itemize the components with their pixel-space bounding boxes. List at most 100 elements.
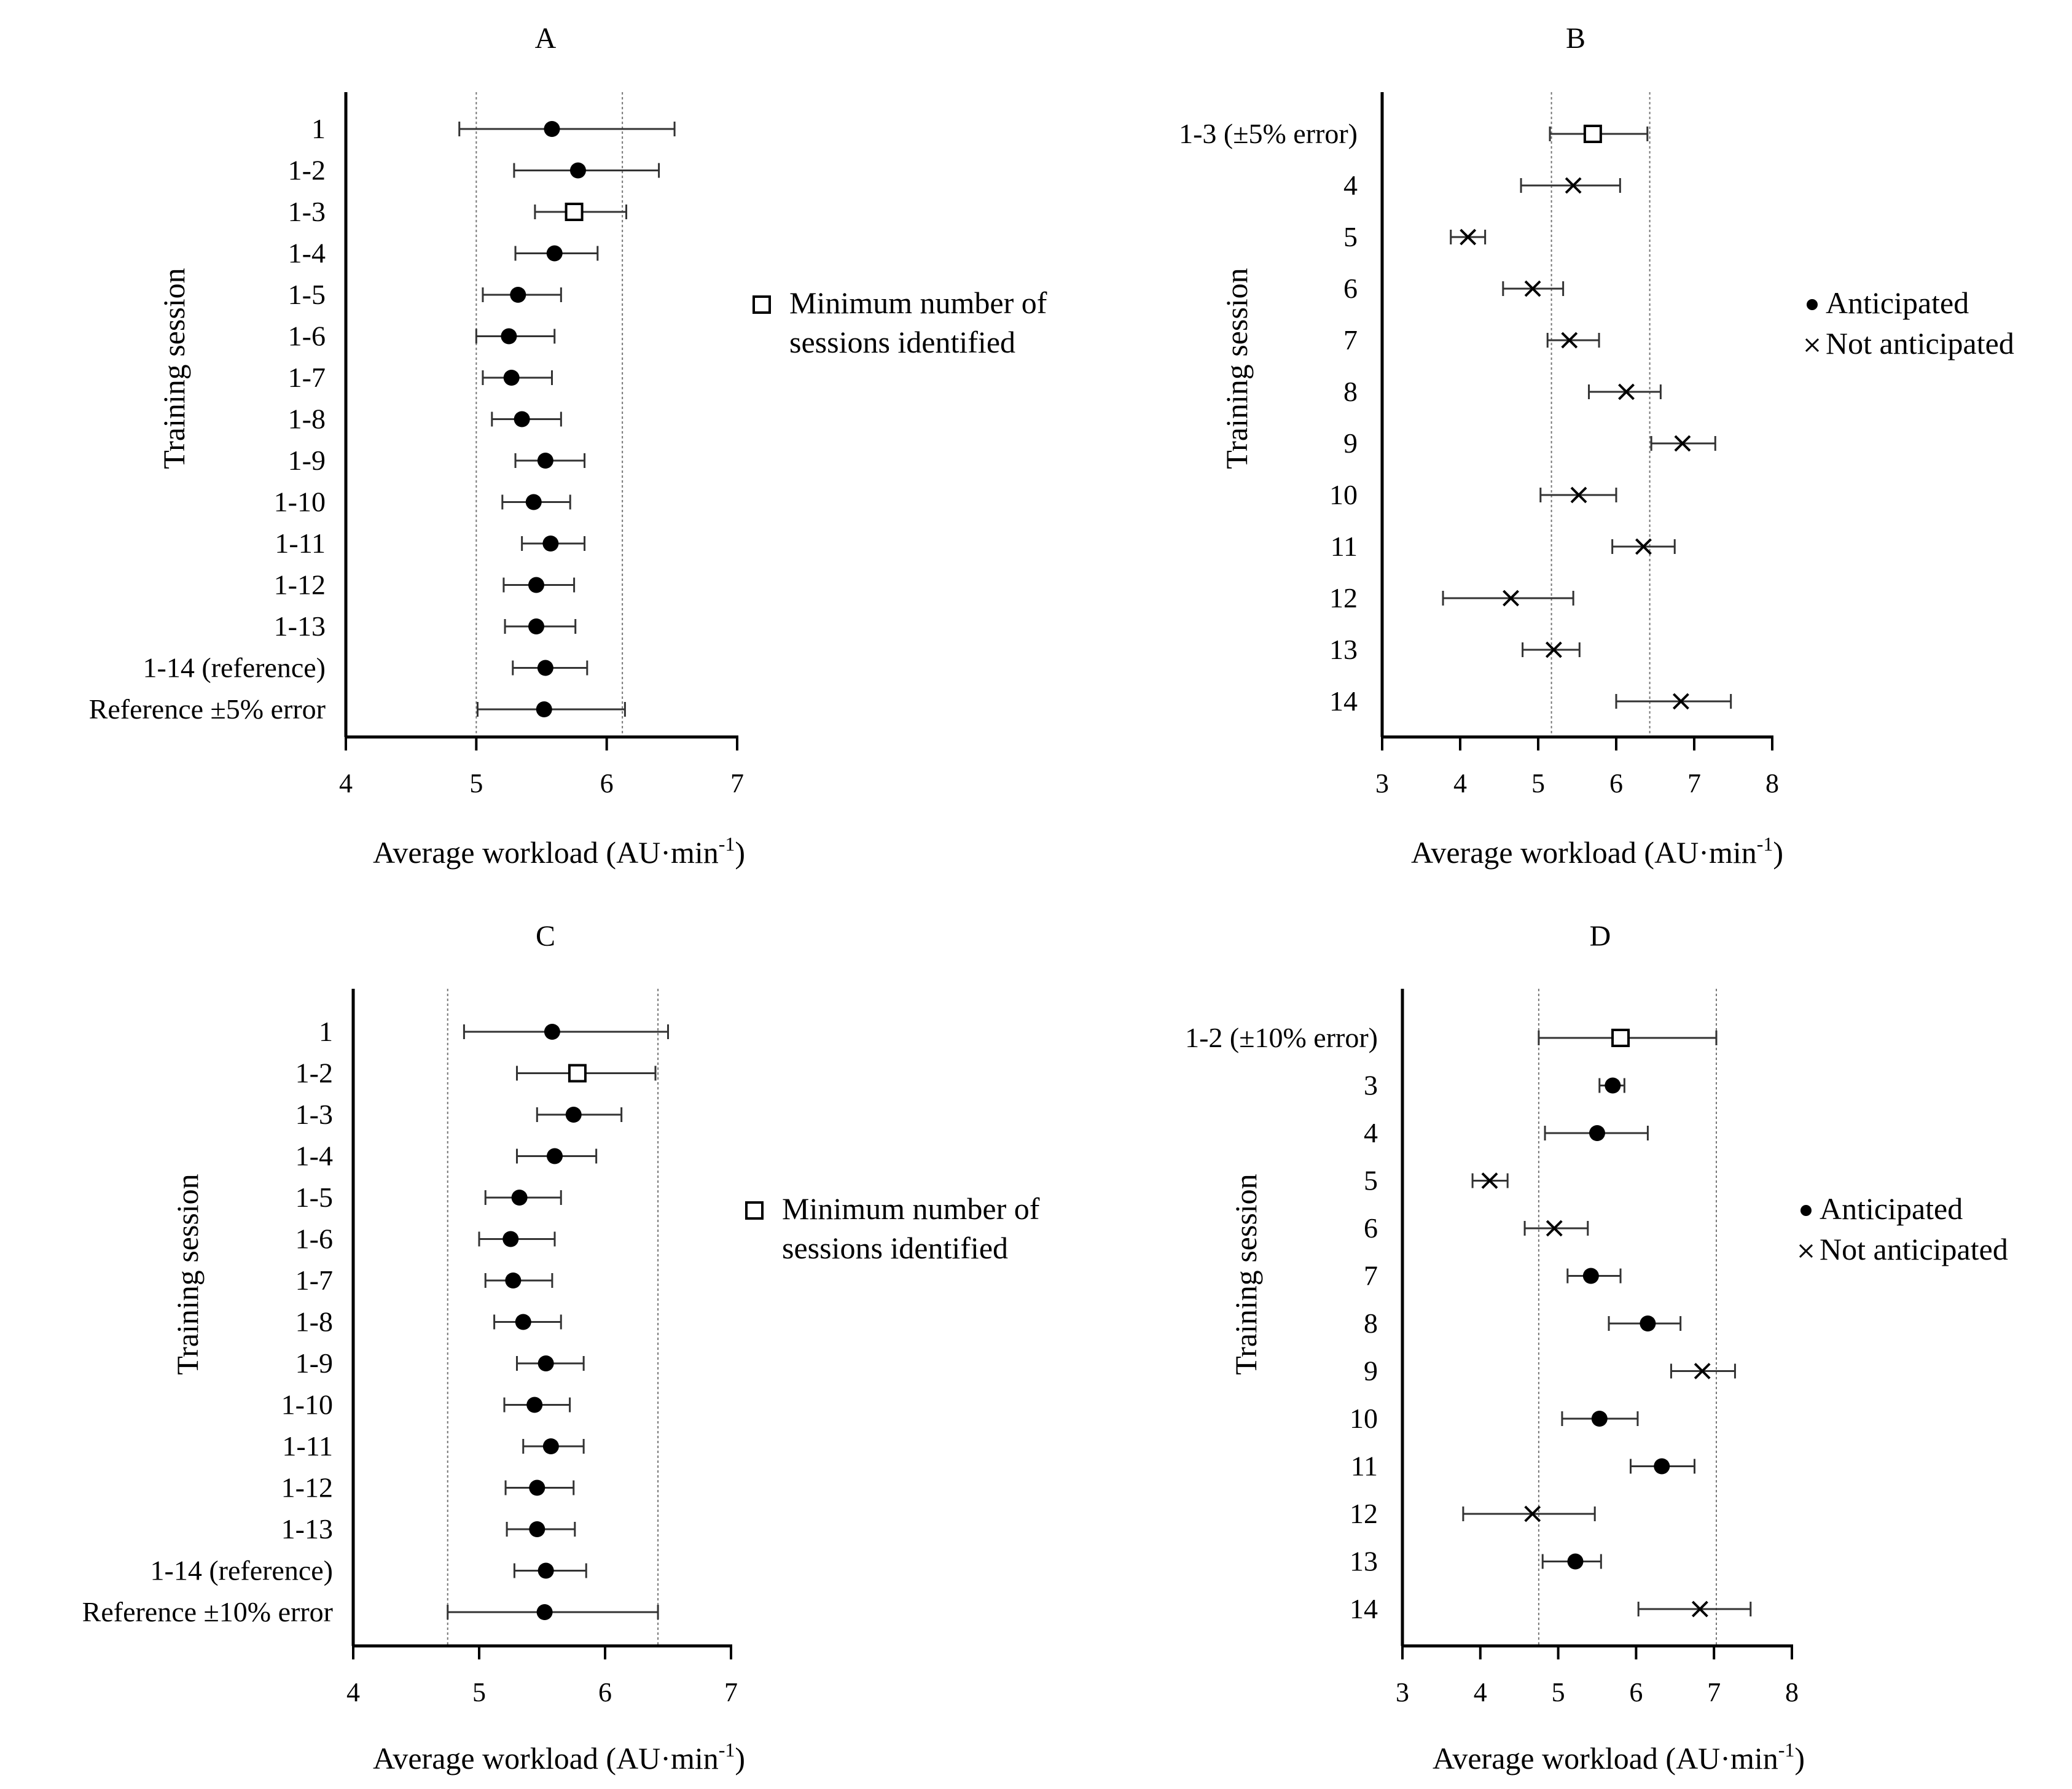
data-row: 7 bbox=[1343, 324, 1600, 356]
point-marker bbox=[569, 162, 586, 179]
row-label: 1-7 bbox=[288, 362, 326, 393]
point-marker bbox=[542, 536, 559, 552]
data-row: 5 bbox=[1364, 1165, 1509, 1196]
point-marker bbox=[565, 203, 584, 221]
data-row: 1-4 bbox=[295, 1140, 598, 1172]
point-marker bbox=[568, 1064, 587, 1083]
point-marker bbox=[1481, 1172, 1498, 1189]
point-marker bbox=[1691, 1600, 1708, 1618]
x-axis-title-sup: -1 bbox=[1757, 833, 1773, 855]
point-marker bbox=[515, 1314, 531, 1330]
panel-title: B bbox=[1566, 22, 1585, 55]
x-tick-label: 6 bbox=[598, 1677, 612, 1707]
data-row: 1-7 bbox=[295, 1265, 553, 1296]
point-marker bbox=[1672, 693, 1689, 710]
row-label: 1-11 bbox=[282, 1430, 333, 1462]
row-label: 1-4 bbox=[288, 238, 326, 269]
point-marker bbox=[1605, 1077, 1621, 1094]
row-label: 1-8 bbox=[295, 1306, 333, 1338]
point-marker bbox=[510, 287, 526, 303]
row-label: 10 bbox=[1350, 1403, 1378, 1434]
y-axis-title: Training session bbox=[1229, 1174, 1263, 1374]
row-label: 1-9 bbox=[295, 1347, 333, 1379]
row-label: 1-12 bbox=[281, 1472, 333, 1503]
legend-marker bbox=[1800, 1205, 1812, 1216]
cross-stroke bbox=[1635, 538, 1652, 555]
data-row: 1-8 bbox=[288, 403, 562, 435]
row-label: 7 bbox=[1364, 1260, 1378, 1292]
data-row: 1 bbox=[311, 113, 676, 144]
row-label: 1-8 bbox=[288, 403, 326, 435]
point-marker bbox=[1546, 1220, 1563, 1237]
row-label: 1-7 bbox=[295, 1265, 333, 1296]
row-label: 13 bbox=[1350, 1546, 1378, 1577]
data-row: 4 bbox=[1343, 170, 1621, 201]
point-marker bbox=[1583, 125, 1602, 143]
point-marker bbox=[514, 411, 530, 427]
row-label: 12 bbox=[1329, 582, 1358, 614]
data-row: 14 bbox=[1329, 685, 1732, 717]
row-label: 1-13 bbox=[281, 1513, 333, 1545]
point-marker bbox=[1567, 1553, 1584, 1570]
cross-stroke bbox=[1618, 383, 1635, 400]
legend-item: Minimum number of sessions identified bbox=[753, 286, 1047, 359]
x-axis-title-close: ) bbox=[735, 835, 745, 870]
data-row: 1-5 bbox=[295, 1182, 562, 1213]
row-label: 4 bbox=[1343, 170, 1358, 201]
point-marker bbox=[1591, 1411, 1608, 1427]
point-marker bbox=[1635, 538, 1652, 555]
data-row: 12 bbox=[1350, 1498, 1596, 1529]
row-label: 1-3 bbox=[288, 196, 326, 227]
legend-label: Anticipated bbox=[1826, 286, 1969, 320]
row-label: 1 bbox=[311, 113, 326, 144]
point-marker bbox=[565, 1107, 582, 1123]
data-row: 1-9 bbox=[288, 445, 586, 476]
data-row: 1-13 bbox=[274, 610, 577, 642]
y-axis-title: Training session bbox=[157, 268, 191, 469]
x-tick-label: 6 bbox=[1629, 1677, 1643, 1707]
legend-marker bbox=[1799, 1244, 1813, 1258]
x-axis-title: Average workload (AU·min-1) bbox=[373, 1739, 745, 1775]
row-label: 11 bbox=[1331, 531, 1358, 562]
x-tick-label: 4 bbox=[1474, 1677, 1487, 1707]
data-row: 11 bbox=[1331, 531, 1676, 562]
x-tick-label: 3 bbox=[1396, 1677, 1409, 1707]
row-label: Reference ±10% error bbox=[82, 1596, 333, 1627]
x-tick-label: 5 bbox=[1531, 768, 1545, 798]
cross-stroke bbox=[1674, 435, 1691, 452]
panel-title: D bbox=[1590, 920, 1611, 953]
data-row: 1-10 bbox=[274, 486, 571, 518]
data-row: 1-5 bbox=[288, 279, 562, 310]
point-marker bbox=[538, 1562, 554, 1579]
cross-stroke bbox=[1545, 641, 1562, 658]
data-row: 3 bbox=[1364, 1070, 1625, 1101]
row-label: 12 bbox=[1350, 1498, 1378, 1529]
x-tick-label: 8 bbox=[1785, 1677, 1799, 1707]
data-row: 10 bbox=[1329, 479, 1617, 510]
row-label: 1-2 bbox=[295, 1058, 333, 1089]
cross-stroke bbox=[1561, 332, 1578, 349]
point-marker bbox=[542, 1438, 559, 1454]
x-axis-title-sup: -1 bbox=[719, 1739, 735, 1761]
panel-b: B 3 4 5 6 7 8 Average workload (AU·min-1) Traini… bbox=[1179, 22, 2014, 870]
x-tick-label: 4 bbox=[1453, 768, 1467, 798]
row-label: 5 bbox=[1364, 1165, 1378, 1196]
cross-stroke bbox=[1694, 1363, 1711, 1379]
point-marker bbox=[1694, 1363, 1711, 1379]
point-marker bbox=[525, 494, 542, 510]
point-marker bbox=[503, 370, 520, 386]
y-axis-title: Training session bbox=[170, 1174, 205, 1374]
data-row: 1-6 bbox=[288, 321, 556, 352]
row-label: 10 bbox=[1329, 479, 1358, 510]
legend-label: Minimum number of bbox=[789, 286, 1047, 320]
data-row: 1-13 bbox=[281, 1513, 576, 1545]
legend-item: Minimum number of sessions identified bbox=[745, 1191, 1040, 1265]
panel-d: D 3 4 5 6 7 8 Average workload (AU·min-1) Traini… bbox=[1185, 920, 2008, 1775]
row-label: 14 bbox=[1350, 1593, 1378, 1624]
legend-label: Not anticipated bbox=[1820, 1232, 2008, 1266]
data-row: 14 bbox=[1350, 1593, 1752, 1624]
row-label: 1-14 (reference) bbox=[151, 1555, 334, 1586]
cross-stroke bbox=[1799, 1244, 1813, 1258]
row-label: 8 bbox=[1364, 1308, 1378, 1339]
data-row: 13 bbox=[1350, 1546, 1602, 1577]
